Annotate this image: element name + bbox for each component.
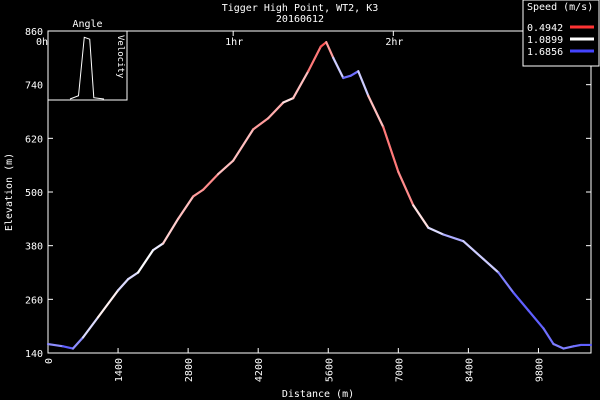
elevation-segment bbox=[319, 41, 328, 48]
elevation-segment bbox=[151, 242, 165, 252]
elevation-segment bbox=[307, 45, 322, 73]
y-tick-label: 740 bbox=[25, 81, 43, 92]
elevation-segment bbox=[412, 204, 430, 229]
elevation-segment bbox=[292, 70, 310, 100]
chart-subtitle: 20160612 bbox=[276, 14, 324, 25]
legend-box bbox=[522, 0, 600, 67]
elevation-segment bbox=[357, 70, 370, 97]
elevation-segment bbox=[382, 126, 400, 173]
elevation-segment bbox=[397, 170, 415, 207]
elevation-segment bbox=[462, 240, 485, 261]
x-tick-label: 2800 bbox=[184, 358, 195, 382]
elevation-segment bbox=[202, 173, 220, 191]
elevation-segment bbox=[325, 41, 335, 59]
inset-side-label: Velocity bbox=[115, 35, 125, 79]
elevation-segment bbox=[562, 345, 575, 350]
chart-title: Tigger High Point, WT2, K3 bbox=[222, 3, 379, 14]
elevation-segment bbox=[282, 96, 295, 104]
legend-entry-label: 1.6856 bbox=[527, 47, 563, 58]
elevation-segment bbox=[126, 271, 140, 281]
elevation-segment bbox=[81, 316, 100, 339]
x-tick-label: 7000 bbox=[394, 358, 405, 382]
time-marker-label: 0h bbox=[36, 37, 48, 48]
x-tick-label: 1400 bbox=[114, 358, 125, 382]
angle-velocity-inset: Angle Velocity bbox=[47, 19, 128, 101]
legend-entry-label: 0.4942 bbox=[527, 23, 563, 34]
elevation-segment bbox=[542, 327, 555, 346]
y-tick-label: 260 bbox=[25, 295, 43, 306]
elevation-segment bbox=[162, 217, 180, 245]
elevation-segment bbox=[46, 342, 65, 348]
x-tick-label: 9800 bbox=[534, 358, 545, 382]
elevation-segment bbox=[267, 101, 285, 120]
x-tick-label: 5600 bbox=[324, 358, 335, 382]
elevation-segment bbox=[527, 309, 545, 330]
y-tick-label: 500 bbox=[25, 188, 43, 199]
elevation-segment bbox=[512, 291, 530, 312]
elevation-segment bbox=[367, 94, 385, 129]
elevation-segment bbox=[482, 257, 500, 274]
elevation-segment bbox=[342, 74, 352, 80]
elevation-segment bbox=[96, 289, 120, 319]
elevation-segment bbox=[349, 70, 360, 77]
elevation-segment bbox=[332, 56, 345, 80]
elevation-segment bbox=[572, 343, 583, 348]
elevation-segment bbox=[232, 128, 255, 162]
inset-frame bbox=[47, 30, 128, 101]
elevation-segment bbox=[252, 117, 270, 131]
elevation-segment bbox=[442, 233, 465, 243]
elevation-segment bbox=[71, 336, 85, 350]
y-tick-label: 140 bbox=[25, 349, 43, 360]
y-tick-label: 620 bbox=[25, 134, 43, 145]
elevation-segment bbox=[427, 226, 445, 236]
elevation-segment bbox=[177, 195, 195, 220]
plot-area: 140 260 380 500 620 740 860 0 1400 2800 4200 5600 70… bbox=[25, 27, 593, 382]
y-tick-label: 860 bbox=[25, 27, 43, 38]
x-tick-label: 0 bbox=[44, 358, 55, 364]
legend-entry-label: 1.0899 bbox=[527, 35, 563, 46]
elevation-segment bbox=[552, 342, 565, 350]
time-marker-label: 2hr bbox=[385, 37, 403, 48]
elevation-segment bbox=[61, 345, 75, 350]
y-tick-label: 380 bbox=[25, 242, 43, 253]
x-tick-label: 8400 bbox=[464, 358, 475, 382]
x-tick-label: 4200 bbox=[254, 358, 265, 382]
inset-curve bbox=[69, 36, 105, 100]
x-axis-label: Distance (m) bbox=[282, 389, 354, 400]
elevation-segment bbox=[116, 278, 130, 292]
inset-title: Angle bbox=[72, 19, 102, 30]
elevation-segment bbox=[217, 159, 235, 176]
elevation-segment bbox=[192, 188, 205, 198]
elevation-segment bbox=[497, 271, 515, 294]
legend-title: Speed (m/s) bbox=[527, 2, 593, 13]
elevation-segment bbox=[136, 249, 155, 274]
y-axis-label: Elevation (m) bbox=[4, 153, 15, 231]
time-marker-label: 1hr bbox=[225, 37, 243, 48]
